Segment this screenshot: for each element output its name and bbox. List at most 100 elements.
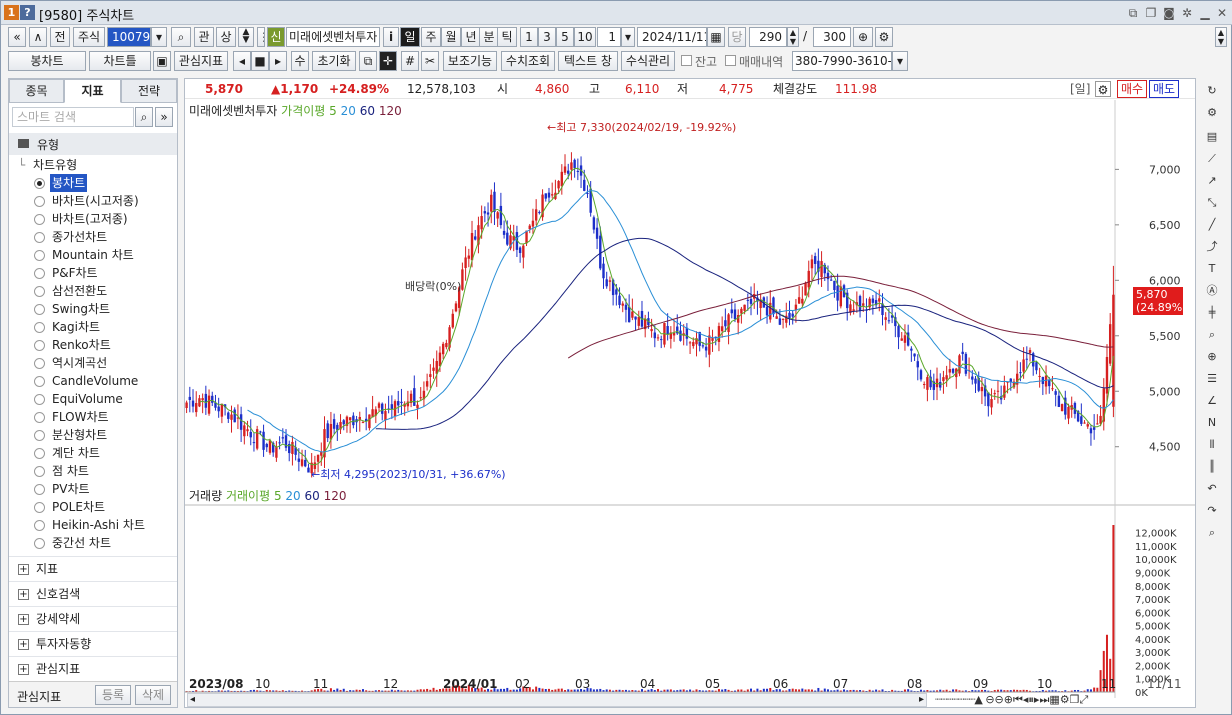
radio-icon[interactable] (34, 484, 45, 495)
pause-icon[interactable]: ⏸ (1028, 693, 1034, 706)
collapse-icon[interactable]: » (155, 107, 173, 127)
buy-button[interactable]: 매수 (1117, 80, 1148, 98)
formula-manage-button[interactable]: 수식관리 (621, 51, 675, 71)
trend-line-icon[interactable]: ⟋ (1208, 152, 1216, 165)
value-view-button[interactable]: 수치조회 (501, 51, 555, 71)
chart-type-item[interactable]: 중간선 차트 (9, 534, 177, 552)
zoom-out-icon[interactable]: ⊖ (985, 693, 995, 706)
chart-type-item[interactable]: PV차트 (9, 480, 177, 498)
chart-kind-select[interactable]: 봉차트 (8, 51, 86, 71)
register-button[interactable]: 등록 (95, 685, 131, 705)
category-header[interactable]: 유형 (9, 133, 177, 155)
radio-icon[interactable] (34, 394, 45, 405)
scroll-left-icon[interactable]: ◂ (233, 51, 251, 71)
vertical-lines-icon[interactable]: ⦀ (1209, 438, 1215, 451)
chart-icon[interactable]: ▤ (1206, 130, 1218, 143)
magnifier-icon[interactable]: ⌕ (1208, 328, 1216, 341)
chart-template-select[interactable]: 차트틀 (89, 51, 151, 71)
prev-page-button[interactable]: « (8, 27, 26, 47)
info-button[interactable]: i (383, 27, 399, 47)
redo-icon[interactable]: ↷ (1207, 504, 1217, 517)
window-icon[interactable]: ❐ (1069, 693, 1080, 706)
chart-type-item[interactable]: 삼선전환도 (9, 282, 177, 300)
zoom-slider[interactable]: ┈┈┈┈┈┈┈▲ (935, 693, 983, 706)
count-spinner-icon[interactable]: ▲ ▼ (787, 27, 799, 47)
spinner-icon[interactable]: ▲ ▼ (238, 27, 254, 47)
radio-icon[interactable] (34, 250, 45, 261)
radio-icon[interactable] (34, 322, 45, 333)
trade-history-checkbox[interactable] (725, 55, 736, 66)
ray-icon[interactable]: ↗ (1207, 174, 1217, 187)
interval-input[interactable]: 1 (597, 27, 621, 47)
save-icon[interactable]: ▣ (153, 51, 171, 71)
reset-button[interactable]: 초기화 (312, 51, 356, 71)
chart-type-item[interactable]: 바차트(시고저종) (9, 192, 177, 210)
fibo-icon[interactable]: ☰ (1207, 372, 1217, 385)
chart-type-item[interactable]: Mountain 차트 (9, 246, 177, 264)
chart-type-item[interactable]: 바차트(고저종) (9, 210, 177, 228)
gear-icon[interactable]: ⚙ (1207, 106, 1217, 119)
stop-icon[interactable]: ■ (251, 51, 269, 71)
link-icon[interactable]: ⧉ (1128, 6, 1138, 20)
toolbar-scroll-icon[interactable]: ▲ ▼ (1215, 27, 1227, 47)
chart-type-item[interactable]: EquiVolume (9, 390, 177, 408)
chart-type-item[interactable]: 종가선차트 (9, 228, 177, 246)
scissors-icon[interactable]: ✂ (421, 51, 439, 71)
fav-indicator-button[interactable]: 관심지표 (174, 51, 228, 71)
section-fav[interactable]: + 관심지표 (9, 656, 177, 681)
radio-icon[interactable] (34, 412, 45, 423)
chart-type-item[interactable]: Kagi차트 (9, 318, 177, 336)
grid-icon[interactable]: # (401, 51, 419, 71)
zoom-minus-icon[interactable]: ⊖ (994, 693, 1004, 706)
chart-type-item[interactable]: 계단 차트 (9, 444, 177, 462)
chart-type-item[interactable]: Swing차트 (9, 300, 177, 318)
minimize-icon[interactable]: ▁ (1200, 6, 1210, 20)
credit-badge[interactable]: 신 (267, 27, 285, 47)
search-icon[interactable]: ⌕ (135, 107, 153, 127)
aux-function-button[interactable]: 보조기능 (443, 51, 497, 71)
interval-3[interactable]: 3 (538, 27, 556, 47)
first-icon[interactable]: ⏮ (1012, 693, 1023, 706)
chart-type-item[interactable]: POLE차트 (9, 498, 177, 516)
auto-line-icon[interactable]: ⤴ (1206, 240, 1218, 253)
undo-icon[interactable]: ↶ (1207, 482, 1217, 495)
radio-icon[interactable] (34, 358, 45, 369)
radio-icon[interactable] (34, 502, 45, 513)
radio-icon[interactable] (34, 430, 45, 441)
radio-icon[interactable] (34, 232, 45, 243)
scroll-left-icon[interactable]: ◂ (190, 694, 196, 705)
zoom-in-icon[interactable]: ⊕ (1003, 693, 1013, 706)
section-strength[interactable]: + 강세약세 (9, 606, 177, 631)
radio-icon[interactable] (34, 196, 45, 207)
market-select[interactable]: 주식 (73, 27, 105, 47)
radio-icon[interactable] (34, 520, 45, 531)
settings-icon[interactable]: ✲ (1181, 6, 1193, 20)
radio-icon[interactable] (34, 448, 45, 459)
section-indicator[interactable]: + 지표 (9, 556, 177, 581)
max-count-input[interactable]: 300 (813, 27, 851, 47)
radio-icon[interactable] (34, 538, 45, 549)
all-icon[interactable]: Ⓐ (1206, 284, 1218, 297)
zoom-search-icon[interactable]: ⊕ (853, 27, 873, 47)
gear-icon[interactable]: ⚙ (875, 27, 893, 47)
section-signal[interactable]: + 신호검색 (9, 581, 177, 606)
interval-dropdown-icon[interactable]: ▾ (621, 27, 635, 47)
candle-tool-icon[interactable]: ╪ (1208, 306, 1216, 319)
scroll-right-icon[interactable]: ▸ (269, 51, 287, 71)
zigzag-icon[interactable]: Ν (1207, 416, 1217, 429)
period-month[interactable]: 월 (441, 27, 461, 47)
chart-type-item[interactable]: P&F차트 (9, 264, 177, 282)
account-select[interactable]: 380-7990-3610-1 (792, 51, 892, 71)
chart-gear-icon[interactable]: ⚙ (1095, 81, 1111, 97)
camera-icon[interactable]: ◙ (1163, 6, 1175, 20)
interval-1[interactable]: 1 (520, 27, 538, 47)
chart-type-item[interactable]: 분산형차트 (9, 426, 177, 444)
prev-icon[interactable]: ◂ (1022, 693, 1029, 706)
next-icon[interactable]: ▸ (1033, 693, 1040, 706)
radio-icon[interactable] (34, 466, 45, 477)
search-tool-icon[interactable]: ⌕ (1208, 526, 1216, 539)
copy-icon[interactable]: ❐ (1145, 6, 1157, 20)
smart-search-input[interactable]: 스마트 검색 (12, 107, 134, 127)
sang-button[interactable]: 상 (216, 27, 236, 47)
text-window-button[interactable]: 텍스트 창 (558, 51, 618, 71)
